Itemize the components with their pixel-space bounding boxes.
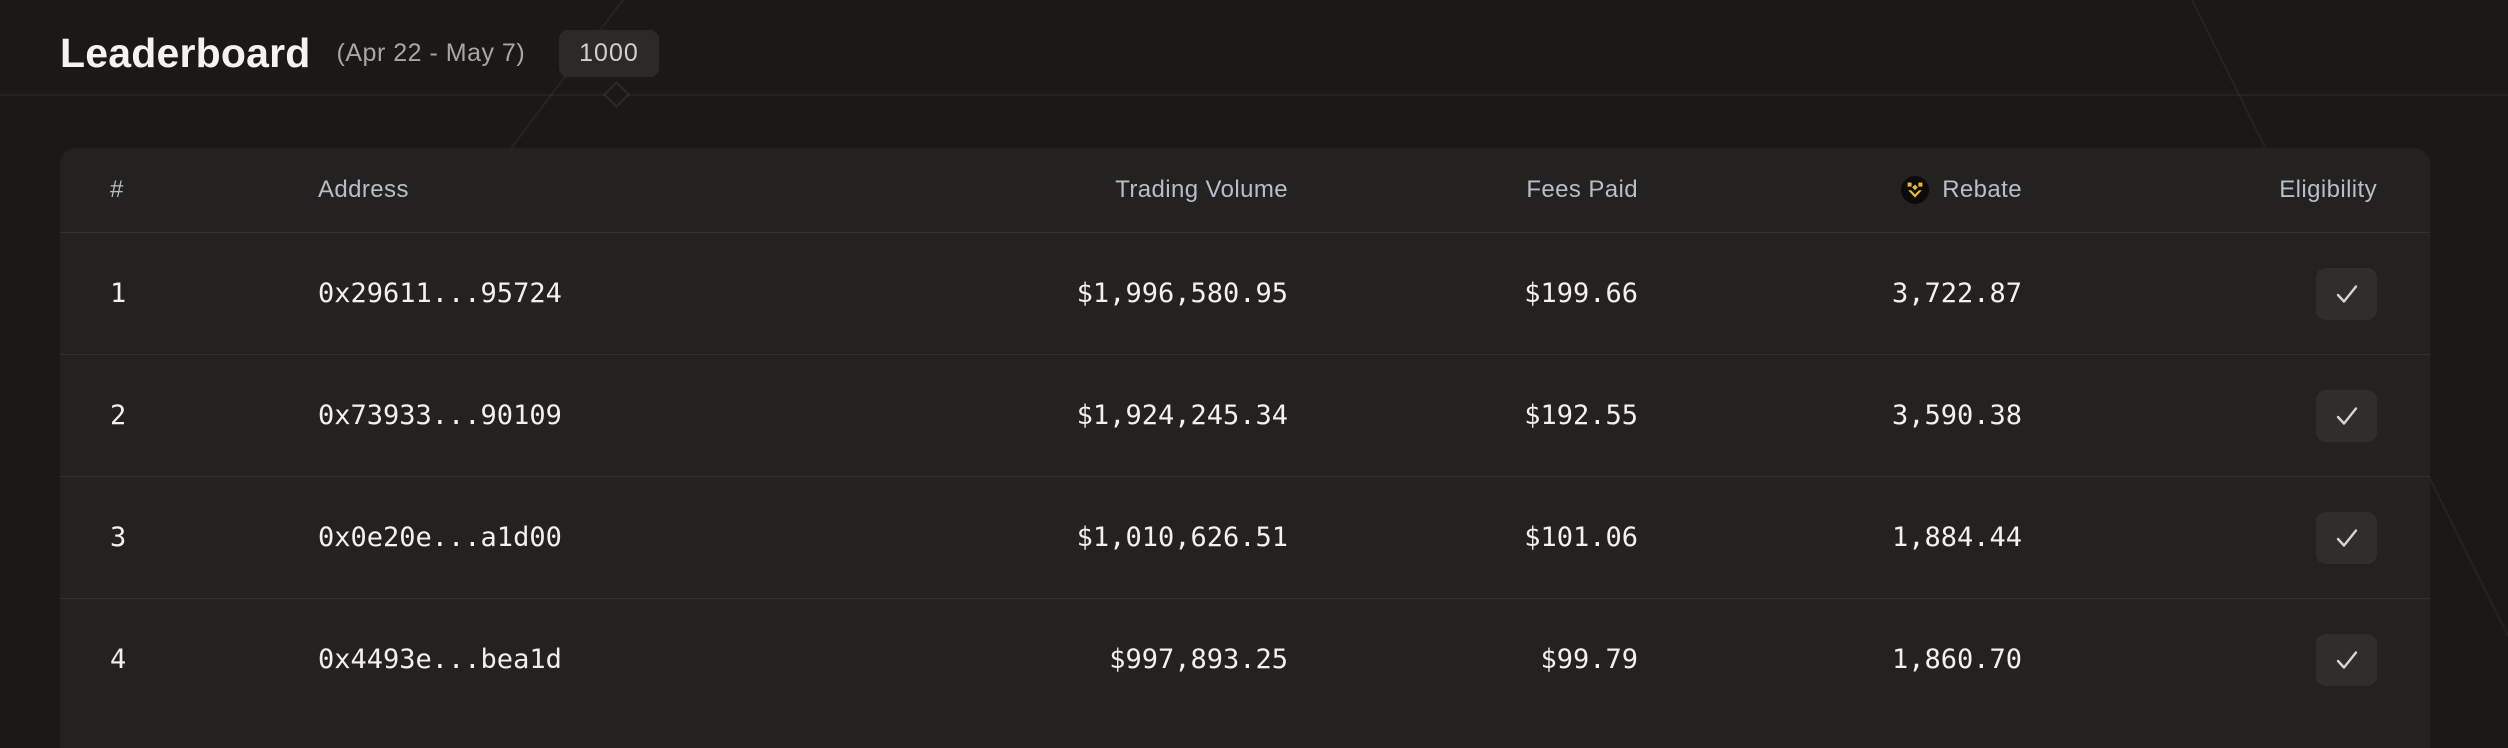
rank-cell: 2 bbox=[110, 400, 127, 431]
column-header-rebate: Rebate bbox=[1638, 175, 2022, 205]
column-header-address: Address bbox=[318, 176, 409, 203]
table-row: 4 0x4493e...bea1d $997,893.25 $99.79 1,8… bbox=[60, 598, 2430, 720]
column-header-trading-volume: Trading Volume bbox=[1115, 176, 1288, 203]
trading-volume-cell: $997,893.25 bbox=[1109, 644, 1288, 675]
column-header-rank: # bbox=[110, 176, 124, 203]
rebate-cell: 3,722.87 bbox=[1891, 278, 2022, 309]
rank-cell: 1 bbox=[110, 278, 127, 309]
column-header-fees-paid: Fees Paid bbox=[1526, 176, 1638, 203]
address-cell: 0x29611...95724 bbox=[318, 278, 562, 309]
trading-volume-cell: $1,924,245.34 bbox=[1076, 400, 1288, 431]
fees-paid-cell: $101.06 bbox=[1524, 522, 1638, 553]
fees-paid-cell: $199.66 bbox=[1524, 278, 1638, 309]
gold-token-icon bbox=[1901, 176, 1930, 204]
rank-cell: 3 bbox=[110, 522, 127, 553]
address-cell: 0x4493e...bea1d bbox=[318, 644, 562, 675]
column-header-rebate-label: Rebate bbox=[1942, 176, 2022, 203]
trading-volume-cell: $1,996,580.95 bbox=[1076, 278, 1288, 309]
fees-paid-cell: $99.79 bbox=[1540, 644, 1638, 675]
table-row: 3 0x0e20e...a1d00 $1,010,626.51 $101.06 … bbox=[60, 476, 2430, 598]
eligibility-status bbox=[2316, 389, 2377, 442]
page-title: Leaderboard bbox=[60, 30, 311, 76]
eligibility-status bbox=[2316, 267, 2377, 320]
trading-volume-cell: $1,010,626.51 bbox=[1076, 522, 1288, 553]
rebate-cell: 1,860.70 bbox=[1891, 644, 2022, 675]
eligibility-status bbox=[2316, 633, 2377, 686]
address-cell: 0x73933...90109 bbox=[318, 400, 562, 431]
eligibility-cell bbox=[2022, 633, 2377, 686]
eligibility-cell bbox=[2022, 267, 2377, 320]
date-range: (Apr 22 - May 7) bbox=[336, 39, 526, 67]
fees-paid-cell: $192.55 bbox=[1524, 400, 1638, 431]
points-badge[interactable]: 1000 bbox=[559, 30, 659, 77]
eligibility-cell bbox=[2022, 389, 2377, 442]
checkmark-icon bbox=[2336, 650, 2357, 669]
table-body: 1 0x29611...95724 $1,996,580.95 $199.66 … bbox=[60, 232, 2430, 720]
rebate-cell: 3,590.38 bbox=[1891, 400, 2022, 431]
checkmark-icon bbox=[2336, 406, 2357, 425]
column-header-eligibility: Eligibility bbox=[2279, 176, 2377, 203]
address-cell: 0x0e20e...a1d00 bbox=[318, 522, 562, 553]
eligibility-cell bbox=[2022, 511, 2377, 564]
page-header: Leaderboard (Apr 22 - May 7) 1000 bbox=[60, 30, 2448, 77]
rank-cell: 4 bbox=[110, 644, 127, 675]
checkmark-icon bbox=[2336, 284, 2357, 303]
checkmark-icon bbox=[2336, 528, 2357, 547]
leaderboard-table: # Address Trading Volume Fees Paid Rebat… bbox=[60, 148, 2430, 748]
rebate-cell: 1,884.44 bbox=[1891, 522, 2022, 553]
table-header-row: # Address Trading Volume Fees Paid Rebat… bbox=[60, 148, 2430, 232]
table-row: 1 0x29611...95724 $1,996,580.95 $199.66 … bbox=[60, 232, 2430, 354]
table-row: 2 0x73933...90109 $1,924,245.34 $192.55 … bbox=[60, 354, 2430, 476]
eligibility-status bbox=[2316, 511, 2377, 564]
